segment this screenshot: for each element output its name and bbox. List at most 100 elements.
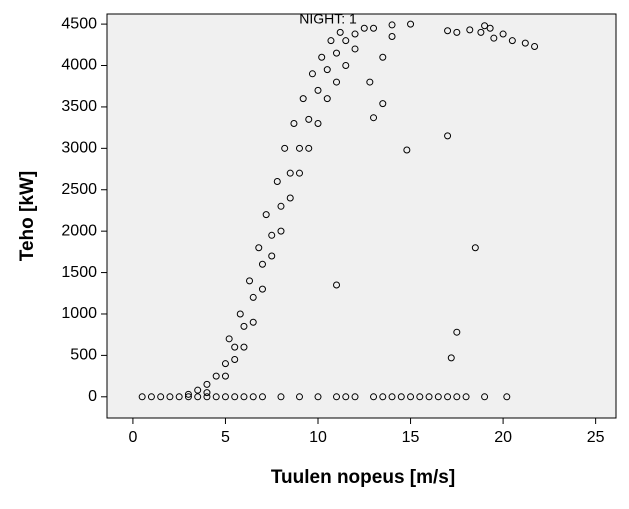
point (299, 95, 307, 103)
point (236, 310, 244, 318)
point (147, 393, 155, 401)
point (342, 37, 350, 45)
point (434, 393, 442, 401)
point (370, 393, 378, 401)
x-tick-label: 5 (221, 429, 230, 446)
point (333, 281, 341, 289)
point (462, 393, 470, 401)
point (403, 146, 411, 154)
point (370, 24, 378, 32)
point (286, 194, 294, 202)
point (379, 53, 387, 61)
point (351, 45, 359, 53)
point (308, 70, 316, 78)
point (305, 115, 313, 123)
point (184, 393, 192, 401)
chart-title: NIGHT: 1 (299, 11, 357, 27)
point (277, 202, 285, 210)
point (314, 86, 322, 94)
y-tick-label: 4000 (61, 57, 97, 74)
point (255, 244, 263, 252)
point (221, 360, 229, 368)
point (203, 380, 211, 388)
point (258, 285, 266, 293)
point (416, 393, 424, 401)
x-tick-label: 10 (309, 429, 327, 446)
point (273, 177, 281, 185)
point (318, 53, 326, 61)
x-tick-label: 25 (587, 429, 605, 446)
y-tick-label: 500 (70, 347, 97, 364)
point (323, 66, 331, 74)
point (333, 78, 341, 86)
point (258, 260, 266, 268)
point (295, 393, 303, 401)
point (138, 393, 146, 401)
point (166, 393, 174, 401)
point (258, 393, 266, 401)
point (203, 393, 211, 401)
point (249, 393, 257, 401)
point (295, 169, 303, 177)
point (444, 132, 452, 140)
point (194, 393, 202, 401)
point (268, 231, 276, 239)
point (262, 211, 270, 219)
point (481, 393, 489, 401)
point (388, 33, 396, 41)
point (521, 39, 529, 47)
y-tick-label: 0 (88, 388, 97, 405)
point (342, 62, 350, 70)
point (240, 322, 248, 330)
point (327, 37, 335, 45)
point (379, 393, 387, 401)
point (249, 293, 257, 301)
point (447, 354, 455, 362)
x-tick-label: 0 (128, 429, 137, 446)
x-tick-label: 15 (402, 429, 420, 446)
point (305, 144, 313, 152)
point (212, 372, 220, 380)
point (295, 144, 303, 152)
y-tick-label: 1000 (61, 305, 97, 322)
x-tick-label: 20 (494, 429, 512, 446)
point (453, 28, 461, 36)
y-tick-label: 3500 (61, 98, 97, 115)
point (425, 393, 433, 401)
point (281, 144, 289, 152)
point (231, 356, 239, 364)
point (333, 49, 341, 57)
point (360, 24, 368, 32)
point (249, 318, 257, 326)
point (503, 393, 511, 401)
y-tick-label: 2000 (61, 222, 97, 239)
point (225, 335, 233, 343)
point (268, 252, 276, 260)
point (221, 372, 229, 380)
y-tick-label: 3000 (61, 140, 97, 157)
y-tick-label: 2500 (61, 181, 97, 198)
point (366, 78, 374, 86)
point (240, 343, 248, 351)
point (379, 100, 387, 108)
point (471, 244, 479, 252)
plot-area (106, 13, 617, 419)
point (444, 393, 452, 401)
point (231, 393, 239, 401)
x-axis-label: Tuulen nopeus [m/s] (271, 467, 455, 488)
point (453, 328, 461, 336)
point (531, 42, 539, 50)
point (240, 393, 248, 401)
point (203, 389, 211, 397)
point (314, 393, 322, 401)
point (444, 27, 452, 35)
point (333, 393, 341, 401)
point (175, 393, 183, 401)
point (290, 119, 298, 127)
point (246, 277, 254, 285)
point (351, 393, 359, 401)
point (351, 30, 359, 38)
point (477, 28, 485, 36)
point (407, 20, 415, 28)
point (157, 393, 165, 401)
